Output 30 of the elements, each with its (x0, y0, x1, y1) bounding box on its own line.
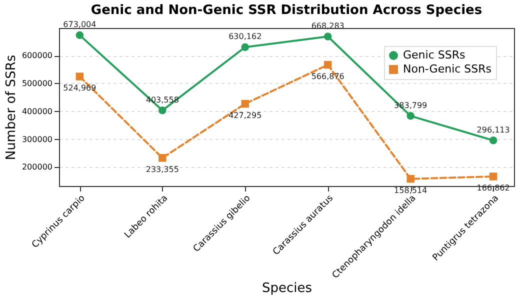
point (406, 174, 414, 183)
data-label: 566,876 (311, 72, 344, 81)
point (241, 43, 250, 52)
legend-label: Non-Genic SSRs (403, 62, 492, 76)
point (324, 60, 332, 69)
data-label: 296,113 (476, 125, 510, 134)
point (406, 112, 414, 120)
y-tick-label: 500000 (22, 78, 52, 88)
data-label: 233,355 (146, 164, 179, 174)
x-axis-title: Species (262, 281, 312, 296)
point (489, 136, 498, 144)
point (158, 154, 166, 162)
point (324, 32, 332, 40)
point (76, 72, 84, 80)
data-label: 630,162 (228, 32, 262, 42)
point (158, 106, 166, 114)
point (76, 31, 84, 40)
point (489, 172, 498, 180)
chart-title: Genic and Non-Genic SSR Distribution Across Species (90, 3, 482, 18)
legend-label: Genic SSRs (403, 48, 466, 62)
y-tick-label: 600000 (22, 51, 52, 60)
data-label: 673,004 (63, 20, 96, 30)
y-tick-label: 300000 (22, 134, 52, 144)
data-label: 158,514 (394, 186, 428, 195)
y-tick-label: 400000 (22, 106, 52, 116)
y-tick-label: 200000 (22, 162, 52, 172)
data-label: 524,969 (63, 84, 96, 93)
point (241, 100, 250, 108)
data-label: 427,295 (228, 110, 262, 120)
y-axis-title: Number of SSRs (4, 54, 19, 160)
